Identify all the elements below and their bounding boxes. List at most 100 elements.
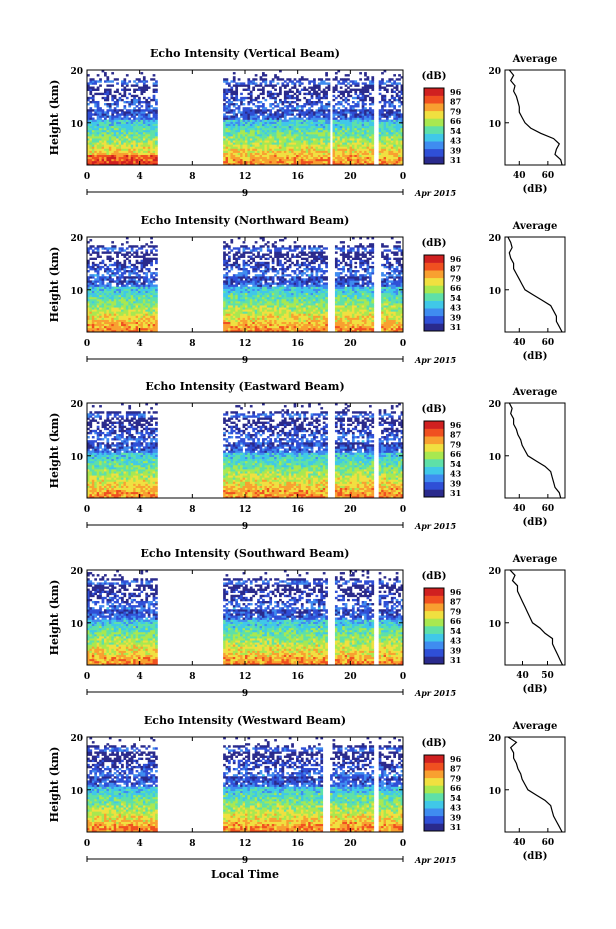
- profile-line: [508, 402, 562, 499]
- colorbar-segment: [424, 436, 444, 445]
- x-tick-label: 16: [291, 339, 304, 349]
- profile-x-label: (dB): [523, 351, 548, 362]
- colorbar-segment: [424, 270, 444, 279]
- profile-y-tick-label: 20: [488, 734, 501, 744]
- colorbar-segment: [424, 466, 444, 475]
- colorbar-segment: [424, 308, 444, 317]
- panel-title: Echo Intensity (Westward Beam): [144, 714, 346, 727]
- colorbar-tick-label: 31: [450, 322, 461, 332]
- colorbar-tick-label: 66: [450, 783, 462, 793]
- colorbar-tick-label: 43: [450, 803, 462, 813]
- colorbar-tick-label: 96: [450, 87, 462, 97]
- x-tick-label: 0: [400, 839, 406, 849]
- date-label: 9: [242, 856, 248, 866]
- profile-x-tick-label: 60: [542, 338, 555, 348]
- x-tick-label: 16: [291, 839, 304, 849]
- panel-title: Echo Intensity (Southward Beam): [141, 547, 350, 560]
- echo-intensity-field: [87, 403, 404, 499]
- x-tick-label: 0: [84, 172, 90, 182]
- colorbar-tick-label: 96: [450, 754, 462, 764]
- colorbar-segment: [424, 595, 444, 604]
- y-tick-label: 20: [70, 67, 83, 77]
- colorbar-segment: [424, 300, 444, 309]
- profile-line: [507, 236, 563, 333]
- x-tick-label: 4: [137, 505, 143, 515]
- colorbar-tick-label: 43: [450, 136, 462, 146]
- colorbar-unit: (dB): [422, 571, 447, 582]
- colorbar-segment: [424, 785, 444, 794]
- echo-intensity-field: [87, 237, 404, 333]
- colorbar-segment: [424, 618, 444, 627]
- colorbar-tick-label: 31: [450, 655, 461, 665]
- x-tick-label: 12: [239, 339, 252, 349]
- colorbar-tick-label: 39: [450, 478, 462, 488]
- colorbar-segment: [424, 262, 444, 271]
- colorbar-segment: [424, 118, 444, 127]
- colorbar-segment: [424, 148, 444, 157]
- x-tick-label: 20: [344, 672, 357, 682]
- colorbar-segment: [424, 777, 444, 786]
- colorbar-unit: (dB): [422, 238, 447, 249]
- profile-title: Average: [512, 221, 558, 232]
- profile-x-label: (dB): [523, 184, 548, 195]
- profile-x-label: (dB): [523, 517, 548, 528]
- colorbar-tick-label: 96: [450, 420, 462, 430]
- profile-x-label: (dB): [523, 851, 548, 862]
- profile-y-tick-label: 20: [488, 67, 501, 77]
- colorbar-segment: [424, 323, 444, 332]
- x-tick-label: 0: [84, 505, 90, 515]
- colorbar-tick-label: 31: [450, 488, 461, 498]
- colorbar-segment: [424, 588, 444, 596]
- profile-frame: [504, 569, 566, 666]
- profile-title: Average: [512, 387, 558, 398]
- x-tick-label: 12: [239, 672, 252, 682]
- x-tick-label: 0: [84, 839, 90, 849]
- profile-y-tick-label: 10: [488, 453, 501, 463]
- colorbar-tick-label: 66: [450, 283, 462, 293]
- colorbar-segment: [424, 141, 444, 150]
- colorbar-unit: (dB): [422, 404, 447, 415]
- y-tick-label: 10: [70, 120, 83, 130]
- colorbar-segment: [424, 762, 444, 771]
- colorbar-tick-label: 54: [450, 793, 462, 803]
- month-label: Apr 2015: [414, 355, 457, 365]
- date-label: 9: [242, 522, 248, 532]
- month-label: Apr 2015: [414, 688, 457, 698]
- x-tick-label: 12: [239, 505, 252, 515]
- x-tick-label: 20: [344, 339, 357, 349]
- colorbar-tick-label: 79: [450, 106, 462, 116]
- y-axis-label: Height (km): [48, 580, 61, 656]
- x-tick-label: 0: [84, 339, 90, 349]
- profile-title: Average: [512, 721, 558, 732]
- colorbar-segment: [424, 489, 444, 498]
- month-label: Apr 2015: [414, 855, 457, 865]
- colorbar-tick-label: 96: [450, 587, 462, 597]
- colorbar-tick-label: 54: [450, 626, 462, 636]
- profile-x-tick-label: 40: [513, 338, 526, 348]
- colorbar-segment: [424, 641, 444, 650]
- profile-frame: [504, 236, 566, 333]
- colorbar-segment: [424, 126, 444, 134]
- profile-x-tick-label: 40: [516, 671, 529, 681]
- colorbar-frame: [423, 754, 445, 832]
- colorbar-frame: [423, 587, 445, 665]
- panel-3: Echo Intensity (Eastward Beam) Height (km…: [48, 380, 566, 532]
- colorbar-segment: [424, 88, 444, 96]
- profile-line: [509, 569, 564, 666]
- profile-x-label: (dB): [523, 684, 548, 695]
- colorbar-segment: [424, 133, 444, 142]
- profile-x-tick-label: 50: [541, 671, 554, 681]
- panel-title: Echo Intensity (Northward Beam): [141, 214, 350, 227]
- colorbar-tick-label: 31: [450, 822, 461, 832]
- panel-title: Echo Intensity (Vertical Beam): [150, 47, 340, 60]
- colorbar-frame: [423, 87, 445, 165]
- colorbar-segment: [424, 610, 444, 619]
- colorbar-tick-label: 87: [450, 97, 461, 107]
- colorbar-tick-label: 39: [450, 312, 462, 322]
- x-tick-label: 0: [400, 505, 406, 515]
- colorbar-segment: [424, 603, 444, 612]
- colorbar-tick-label: 43: [450, 636, 462, 646]
- colorbar-tick-label: 79: [450, 439, 462, 449]
- panel-5: Echo Intensity (Westward Beam) Height (km…: [48, 714, 566, 866]
